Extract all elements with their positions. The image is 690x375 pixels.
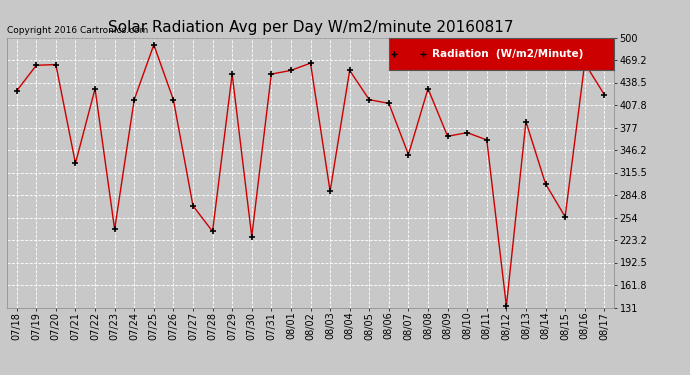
Title: Solar Radiation Avg per Day W/m2/minute 20160817: Solar Radiation Avg per Day W/m2/minute … bbox=[108, 20, 513, 35]
Text: Copyright 2016 Cartronics.com: Copyright 2016 Cartronics.com bbox=[7, 26, 148, 35]
